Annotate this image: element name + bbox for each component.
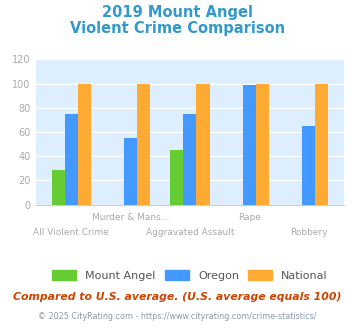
Bar [124,138,137,205]
Bar [302,126,315,205]
Bar [184,114,196,205]
Legend: Mount Angel, Oregon, National: Mount Angel, Oregon, National [48,265,332,285]
Bar [315,83,328,205]
Text: 2019 Mount Angel: 2019 Mount Angel [102,5,253,20]
Bar [65,114,78,205]
Bar [256,83,269,205]
Bar [137,83,150,205]
Text: Aggravated Assault: Aggravated Assault [146,228,234,237]
Bar [196,83,209,205]
Text: Robbery: Robbery [290,228,328,237]
Text: Murder & Mans...: Murder & Mans... [92,213,169,222]
Text: All Violent Crime: All Violent Crime [33,228,109,237]
Text: © 2025 CityRating.com - https://www.cityrating.com/crime-statistics/: © 2025 CityRating.com - https://www.city… [38,312,317,321]
Bar [78,83,91,205]
Bar [243,85,256,205]
Text: Violent Crime Comparison: Violent Crime Comparison [70,21,285,36]
Text: Compared to U.S. average. (U.S. average equals 100): Compared to U.S. average. (U.S. average … [13,292,342,302]
Bar [170,150,184,205]
Text: Rape: Rape [238,213,261,222]
Bar [51,170,65,205]
